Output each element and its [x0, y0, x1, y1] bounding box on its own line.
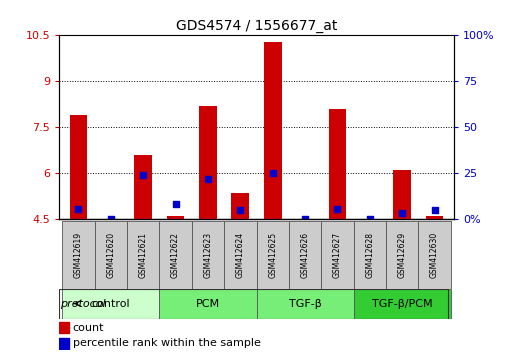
Bar	[321, 221, 353, 289]
Point	[301, 217, 309, 222]
Bar	[59, 338, 69, 349]
Text: GSM412624: GSM412624	[236, 232, 245, 278]
Text: GSM412628: GSM412628	[365, 232, 374, 278]
Point	[269, 170, 277, 176]
Text: count: count	[73, 322, 104, 332]
Point	[171, 201, 180, 207]
Bar	[386, 221, 419, 289]
Bar	[167, 216, 185, 219]
Point	[398, 210, 406, 216]
Text: TGF-β: TGF-β	[289, 298, 322, 309]
Text: GSM412630: GSM412630	[430, 232, 439, 278]
Point	[366, 217, 374, 222]
Text: TGF-β/PCM: TGF-β/PCM	[372, 298, 432, 309]
Text: control: control	[91, 298, 130, 309]
Text: GSM412629: GSM412629	[398, 232, 407, 278]
Point	[236, 207, 244, 212]
Bar	[256, 289, 353, 319]
Bar	[426, 216, 443, 219]
Point	[107, 217, 115, 222]
Bar	[94, 221, 127, 289]
Title: GDS4574 / 1556677_at: GDS4574 / 1556677_at	[176, 19, 337, 33]
Point	[204, 176, 212, 182]
Bar	[62, 289, 160, 319]
Text: GSM412625: GSM412625	[268, 232, 277, 278]
Text: GSM412626: GSM412626	[301, 232, 309, 278]
Bar	[393, 170, 411, 219]
Text: GSM412620: GSM412620	[106, 232, 115, 278]
Point	[139, 172, 147, 178]
Bar	[199, 106, 217, 219]
Bar	[62, 221, 94, 289]
Bar	[289, 221, 321, 289]
Text: GSM412619: GSM412619	[74, 232, 83, 278]
Bar	[59, 322, 69, 333]
Bar	[192, 221, 224, 289]
Point	[74, 206, 83, 212]
Text: protocol: protocol	[60, 298, 105, 309]
Bar	[256, 221, 289, 289]
Bar	[419, 221, 451, 289]
Text: PCM: PCM	[196, 298, 220, 309]
Bar	[231, 193, 249, 219]
Bar	[353, 289, 451, 319]
Bar	[353, 221, 386, 289]
Text: percentile rank within the sample: percentile rank within the sample	[73, 338, 261, 348]
Bar	[160, 289, 256, 319]
Bar	[160, 221, 192, 289]
Text: GSM412623: GSM412623	[204, 232, 212, 278]
Bar	[70, 115, 87, 219]
Text: GSM412627: GSM412627	[333, 232, 342, 278]
Point	[430, 207, 439, 212]
Bar	[264, 41, 282, 219]
Point	[333, 206, 342, 212]
Bar	[328, 109, 346, 219]
Text: GSM412621: GSM412621	[139, 232, 148, 278]
Text: GSM412622: GSM412622	[171, 232, 180, 278]
Bar	[224, 221, 256, 289]
Bar	[134, 155, 152, 219]
Bar	[127, 221, 160, 289]
